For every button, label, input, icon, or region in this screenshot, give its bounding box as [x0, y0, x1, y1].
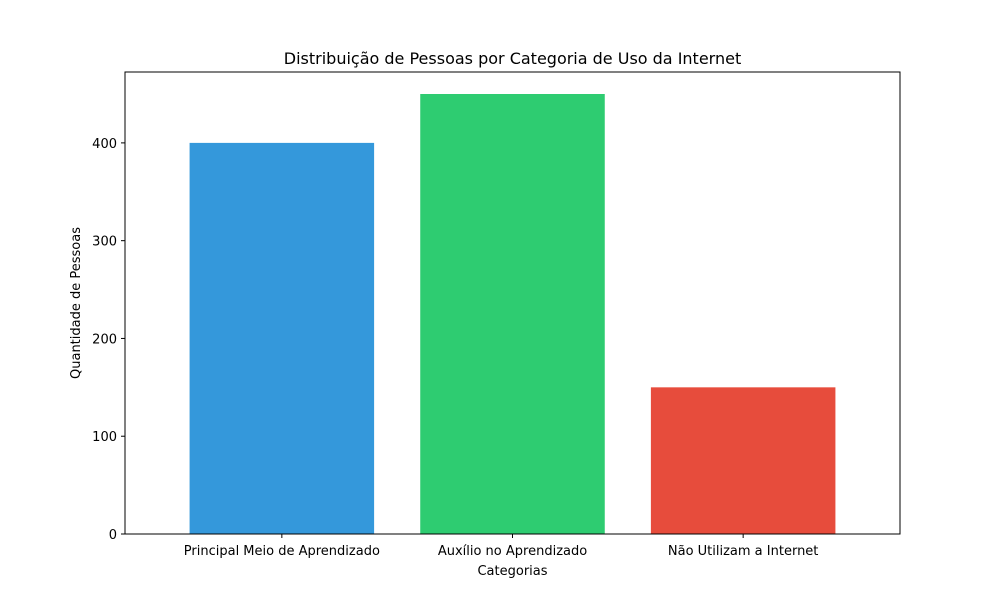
- x-tick-label: Principal Meio de Aprendizado: [184, 544, 380, 559]
- plot-frame: [124, 71, 901, 535]
- bar-3: [650, 387, 836, 534]
- y-tick-label: 200: [92, 332, 117, 347]
- chart-title: Distribuição de Pessoas por Categoria de…: [284, 49, 741, 68]
- bar-2: [420, 94, 605, 534]
- y-tick-label: 300: [92, 235, 117, 250]
- y-tick-label: 100: [92, 430, 117, 445]
- x-tick-label: Não Utilizam a Internet: [668, 544, 819, 559]
- y-tick-label: 0: [109, 528, 117, 543]
- y-axis-ticks: 0 100 200 300 400: [92, 137, 125, 543]
- bars-group: [189, 94, 836, 534]
- bar-1: [189, 142, 375, 534]
- x-tick-label: Auxílio no Aprendizado: [438, 544, 587, 559]
- x-axis-ticks: Principal Meio de Aprendizado Auxílio no …: [184, 534, 819, 559]
- y-axis-label: Quantidade de Pessoas: [69, 227, 84, 379]
- y-tick-label: 400: [92, 137, 117, 152]
- x-axis-label: Categorias: [477, 564, 547, 579]
